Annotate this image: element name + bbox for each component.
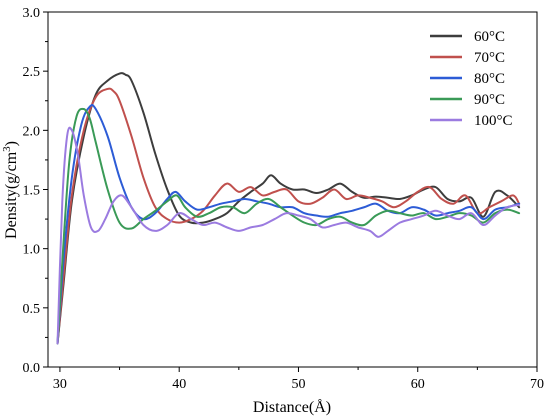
- legend-label-2: 80°C: [474, 71, 505, 87]
- x-axis: 30 40 50 60 70: [53, 367, 544, 392]
- x-tick-label: 70: [530, 377, 544, 392]
- series-layer: [56, 72, 521, 345]
- y-axis: 0.0 0.5 1.0 1.5 2.0 2.5 3.0: [23, 6, 48, 376]
- series-line-4: [56, 126, 521, 345]
- y-axis-title-main: Density(g/cm: [3, 151, 20, 239]
- series-line-1: [56, 87, 521, 345]
- legend-label-3: 90°C: [474, 92, 505, 108]
- x-tick-label: 50: [291, 377, 305, 392]
- series-line-2: [56, 103, 521, 345]
- legend-label-0: 60°C: [474, 29, 505, 45]
- x-tick-label: 30: [53, 377, 67, 392]
- legend-label-1: 70°C: [474, 50, 505, 66]
- legend: 60°C 70°C 80°C 90°C 100°C: [430, 29, 513, 129]
- y-axis-title-sup: 3: [1, 146, 13, 152]
- y-tick-label: 2.0: [23, 124, 41, 139]
- x-tick-label: 60: [411, 377, 425, 392]
- y-tick-label: 3.0: [23, 6, 41, 21]
- y-axis-title-close: ): [3, 141, 20, 146]
- y-tick-label: 1.0: [23, 243, 41, 258]
- y-axis-title: Density(g/cm3): [1, 141, 20, 239]
- y-tick-label: 0.5: [23, 302, 41, 317]
- x-axis-title: Distance(Å): [253, 398, 331, 416]
- x-tick-label: 40: [172, 377, 186, 392]
- series-line-3: [56, 107, 521, 345]
- legend-label-4: 100°C: [474, 113, 513, 129]
- y-tick-label: 1.5: [23, 184, 41, 199]
- y-tick-label: 0.0: [23, 361, 41, 376]
- y-tick-label: 2.5: [23, 65, 41, 80]
- series-line-0: [56, 72, 521, 345]
